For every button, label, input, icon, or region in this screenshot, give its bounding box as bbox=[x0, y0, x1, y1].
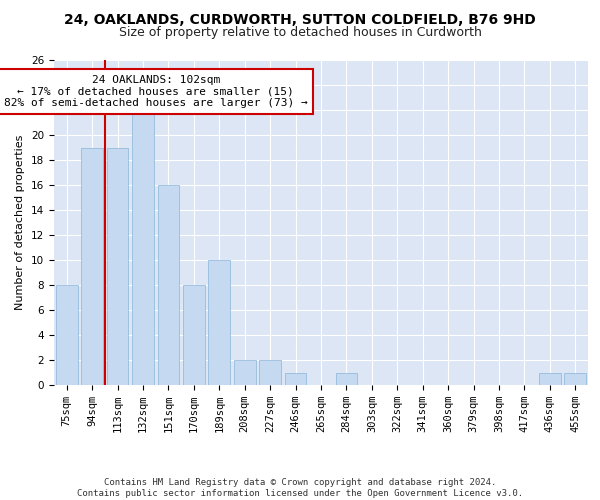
Bar bbox=[285, 372, 307, 385]
Bar bbox=[158, 185, 179, 385]
Text: 24, OAKLANDS, CURDWORTH, SUTTON COLDFIELD, B76 9HD: 24, OAKLANDS, CURDWORTH, SUTTON COLDFIEL… bbox=[64, 12, 536, 26]
Text: 24 OAKLANDS: 102sqm
← 17% of detached houses are smaller (15)
82% of semi-detach: 24 OAKLANDS: 102sqm ← 17% of detached ho… bbox=[4, 75, 308, 108]
Text: Size of property relative to detached houses in Curdworth: Size of property relative to detached ho… bbox=[119, 26, 481, 39]
Bar bbox=[335, 372, 357, 385]
Bar bbox=[565, 372, 586, 385]
Bar bbox=[56, 285, 77, 385]
Bar bbox=[82, 148, 103, 385]
Bar bbox=[183, 285, 205, 385]
Y-axis label: Number of detached properties: Number of detached properties bbox=[16, 135, 25, 310]
Bar bbox=[107, 148, 128, 385]
Text: Contains HM Land Registry data © Crown copyright and database right 2024.
Contai: Contains HM Land Registry data © Crown c… bbox=[77, 478, 523, 498]
Bar bbox=[132, 110, 154, 385]
Bar bbox=[208, 260, 230, 385]
Bar bbox=[259, 360, 281, 385]
Bar bbox=[539, 372, 560, 385]
Bar bbox=[234, 360, 256, 385]
